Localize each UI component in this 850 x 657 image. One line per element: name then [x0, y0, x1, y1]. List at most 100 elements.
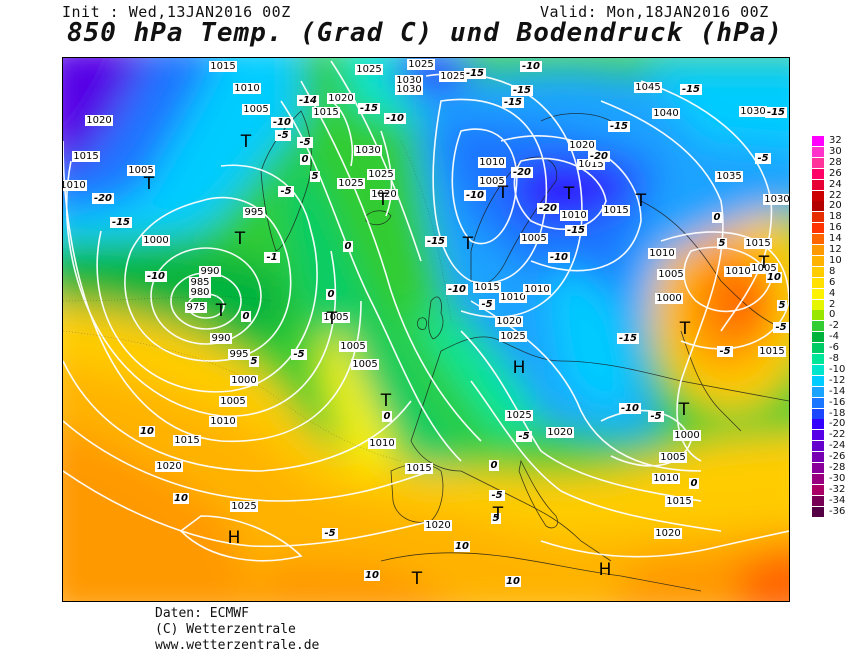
- isobar-label-bg: [744, 238, 772, 249]
- isobar-label: 1010: [500, 292, 525, 303]
- isobar-label: 1005: [128, 165, 153, 176]
- legend-swatch: [812, 441, 824, 452]
- legend-swatch: [812, 299, 824, 310]
- isobar-label-bg: [499, 292, 527, 303]
- isobar-label-bg: [546, 427, 574, 438]
- isotherm-label: -10: [522, 61, 540, 72]
- isobar-label-bg: [763, 194, 789, 205]
- isotherm-label-bg: [766, 272, 782, 283]
- isobar-label: 1020: [328, 93, 353, 104]
- isobar-label: 1025: [231, 501, 256, 512]
- legend-label: -2: [829, 320, 839, 332]
- isobar-label-bg: [405, 463, 433, 474]
- isotherm-label-bg: [291, 349, 307, 360]
- legend-label: -24: [829, 440, 846, 452]
- isobar-label-bg: [230, 375, 258, 386]
- pressure-centers: T T T T T T T T T T T T T T T T H H H: [143, 132, 770, 589]
- legend-label: 26: [829, 167, 842, 179]
- isobar-label: 1015: [313, 107, 338, 118]
- legend-swatch: [812, 223, 824, 234]
- isobar-label-bg: [568, 140, 596, 151]
- isotherm-label: -5: [293, 349, 304, 360]
- legend-label: -4: [829, 331, 839, 343]
- isobar-label-bg: [395, 84, 423, 95]
- isotherm-label: 0: [714, 212, 721, 223]
- isobar-label-bg: [173, 435, 201, 446]
- isobar-label-bg: [209, 416, 237, 427]
- isobar-label: 1020: [425, 520, 450, 531]
- pressure-center: T: [679, 319, 691, 339]
- legend-label: 18: [829, 211, 842, 223]
- isotherm-label-bg: [382, 411, 392, 422]
- pressure-center: T: [635, 191, 647, 211]
- isobar-label: 1010: [653, 473, 678, 484]
- isobar-label-bg: [577, 159, 605, 170]
- isotherm-label: -14: [299, 95, 317, 106]
- minor-isotherms: [63, 140, 452, 462]
- legend-swatch: [812, 408, 824, 419]
- isobar-label-bg: [85, 115, 113, 126]
- isotherm-label-bg: [139, 426, 155, 437]
- legend-label: 10: [829, 254, 842, 266]
- isobar-label-bg: [209, 61, 237, 72]
- legend-label: -14: [829, 385, 846, 397]
- isobar-label: 1030: [764, 194, 789, 205]
- isobar-label-bg: [424, 520, 452, 531]
- isotherm-label: 10: [365, 570, 379, 581]
- legend-swatch: [812, 419, 824, 430]
- isobar-label: 1025: [506, 410, 531, 421]
- legend-label: 14: [829, 233, 842, 245]
- isotherm-label-bg: [110, 217, 132, 228]
- isotherm-label: 10: [174, 493, 188, 504]
- pressure-labels: 1015101010051020101510051010995100099098…: [63, 59, 789, 539]
- isotherm-label: -10: [147, 271, 165, 282]
- isotherm-label: -5: [277, 130, 288, 141]
- isotherm-label-bg: [271, 117, 293, 128]
- isotherm-label: 0: [243, 311, 250, 322]
- isotherm-label: -15: [610, 121, 628, 132]
- isotherm-label: 5: [251, 356, 258, 367]
- isobar-label-bg: [63, 180, 87, 191]
- isotherm-label-bg: [717, 238, 727, 249]
- legend-swatch: [812, 506, 824, 517]
- isotherm-label-bg: [619, 403, 641, 414]
- isotherm-label-bg: [264, 252, 280, 263]
- isotherm-label: -20: [513, 167, 531, 178]
- legend-label: -28: [829, 462, 846, 473]
- isobar-label-bg: [665, 496, 693, 507]
- legend-swatch: [812, 354, 824, 364]
- isotherm-label-bg: [648, 411, 664, 422]
- isobar-label: 1025: [338, 178, 363, 189]
- isotherm-label: 0: [302, 154, 309, 165]
- isobar-label-bg: [72, 151, 100, 162]
- legend-label: 6: [829, 276, 836, 288]
- isotherm-label-bg: [565, 225, 587, 236]
- isotherm-label-bg: [680, 84, 702, 95]
- isotherm-label-bg: [249, 356, 259, 367]
- legend-label: -8: [829, 353, 839, 364]
- isotherm-label: 10: [455, 541, 469, 552]
- isotherm-label-bg: [765, 107, 787, 118]
- isobar-label-bg: [155, 461, 183, 472]
- isobar-label-bg: [659, 452, 687, 463]
- isotherm-label-bg: [464, 190, 486, 201]
- isobar-label: 1020: [547, 427, 572, 438]
- pressure-center: T: [411, 569, 423, 589]
- isobar-label-bg: [655, 293, 683, 304]
- legend-swatch: [812, 473, 824, 484]
- temperature-field: [63, 58, 789, 601]
- legend-label: -20: [829, 418, 846, 430]
- isobar-label: 1015: [174, 435, 199, 446]
- isotherm-label: -5: [481, 299, 492, 310]
- legend-swatch: [812, 146, 824, 157]
- legend-label: 12: [829, 244, 842, 255]
- isobar-label-bg: [327, 93, 355, 104]
- isobar-label: 1000: [674, 430, 699, 441]
- isobar-label-bg: [652, 108, 680, 119]
- isotherm-label-bg: [717, 346, 733, 357]
- isotherm-label: 10: [140, 426, 154, 437]
- isotherm-label: -15: [112, 217, 130, 228]
- isotherm-label: -10: [386, 113, 404, 124]
- isobar-label: 1010: [725, 266, 750, 277]
- isotherm-label: -10: [466, 190, 484, 201]
